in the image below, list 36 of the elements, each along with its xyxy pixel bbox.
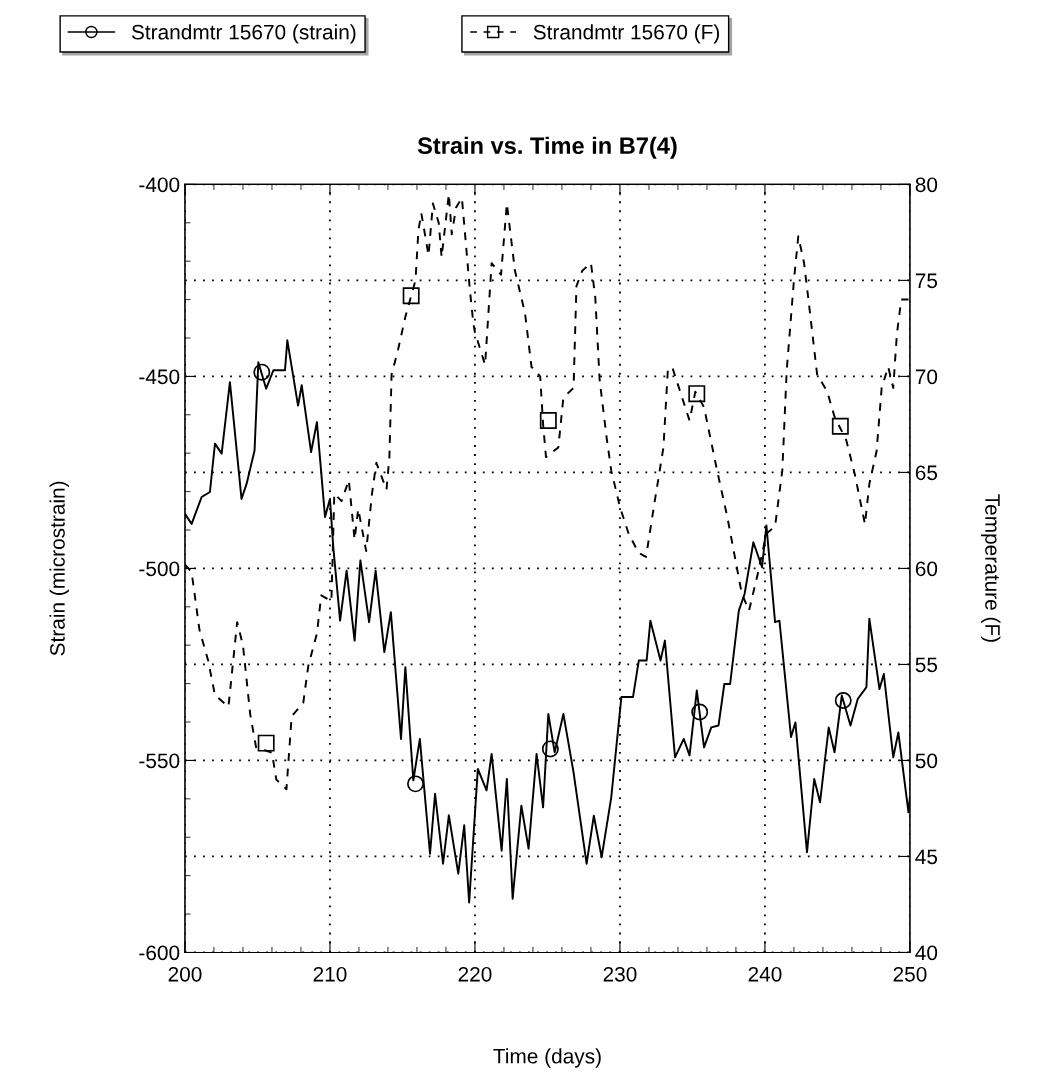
legend-label: Strandmtr 15670 (F) [533,24,720,44]
point [688,385,706,403]
y-tick-label: -600 [139,945,180,961]
y2-tick-label: 55 [915,657,938,673]
point [834,692,852,709]
y2-tick-label: 40 [915,945,938,961]
point [539,412,557,430]
y2-tick-label: 75 [915,273,938,289]
point [257,734,275,752]
x-tick-label: 240 [748,966,782,982]
y-tick-label: -450 [139,369,180,385]
x-tick-label: 220 [458,966,492,982]
point [407,775,424,793]
y-tick-label: -500 [139,561,180,577]
x-tick-label: 200 [168,966,202,982]
y-tick-label: -550 [139,753,180,769]
y2-axis-title: Temperature (F) [981,494,1001,642]
chart-title: Strain vs. Time in B7(4) [417,136,677,159]
x-tick-label: 230 [603,966,637,982]
y-tick-label: -400 [139,177,180,193]
point [831,417,849,435]
y-axis-title: Strain (microstrain) [49,481,69,656]
y2-tick-label: 70 [915,369,938,385]
y2-tick-label: 80 [915,177,938,193]
x-axis-title: Time (days) [493,1048,601,1068]
y2-tick-label: 65 [915,465,938,481]
x-tick-label: 210 [313,966,347,982]
y2-tick-label: 50 [915,753,938,769]
point [253,363,271,381]
point [402,287,420,305]
y2-tick-label: 60 [915,561,938,577]
y2-tick-label: 45 [915,849,938,865]
x-tick-label: 250 [893,966,927,982]
point [691,703,709,721]
point [541,740,559,758]
legend-label: Strandmtr 15670 (strain) [131,24,356,44]
